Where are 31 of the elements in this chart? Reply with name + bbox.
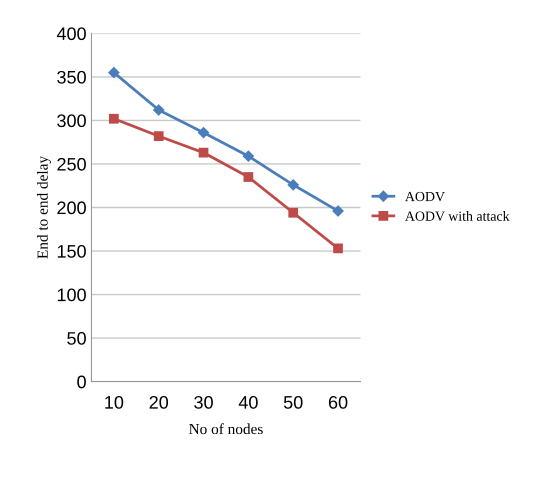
point: [288, 179, 299, 190]
y-tick-label: 200: [57, 201, 86, 214]
y-tick-label: 300: [57, 114, 86, 128]
legend-label: AODV: [405, 192, 445, 202]
point: [153, 104, 164, 116]
point: [198, 127, 210, 138]
point: [154, 131, 164, 141]
point: [108, 66, 120, 78]
x-tick-label: 60: [328, 396, 348, 409]
point: [332, 205, 344, 217]
x-tick-label: 40: [238, 396, 258, 409]
y-tick-label: 50: [67, 332, 86, 345]
legend-label: AODV with attack: [405, 211, 510, 221]
x-tick-label: 50: [284, 396, 303, 409]
y-tick-label: 250: [57, 158, 86, 171]
x-axis-title: No of nodes: [189, 423, 263, 434]
y-tick-label: 350: [57, 70, 86, 84]
y-tick-label: 400: [56, 27, 86, 40]
point: [333, 244, 343, 254]
point: [244, 172, 254, 182]
x-tick-label: 30: [194, 396, 213, 409]
point: [198, 148, 208, 158]
x-tick-label: 20: [150, 396, 168, 409]
x-tick-label: 10: [105, 396, 124, 409]
point: [109, 114, 119, 124]
y-axis-title: End to end delay: [37, 156, 51, 259]
y-tick-label: 150: [58, 244, 86, 258]
point: [242, 150, 254, 162]
point: [288, 208, 298, 218]
y-tick-label: 0: [77, 376, 86, 388]
y-tick-label: 100: [58, 288, 86, 302]
